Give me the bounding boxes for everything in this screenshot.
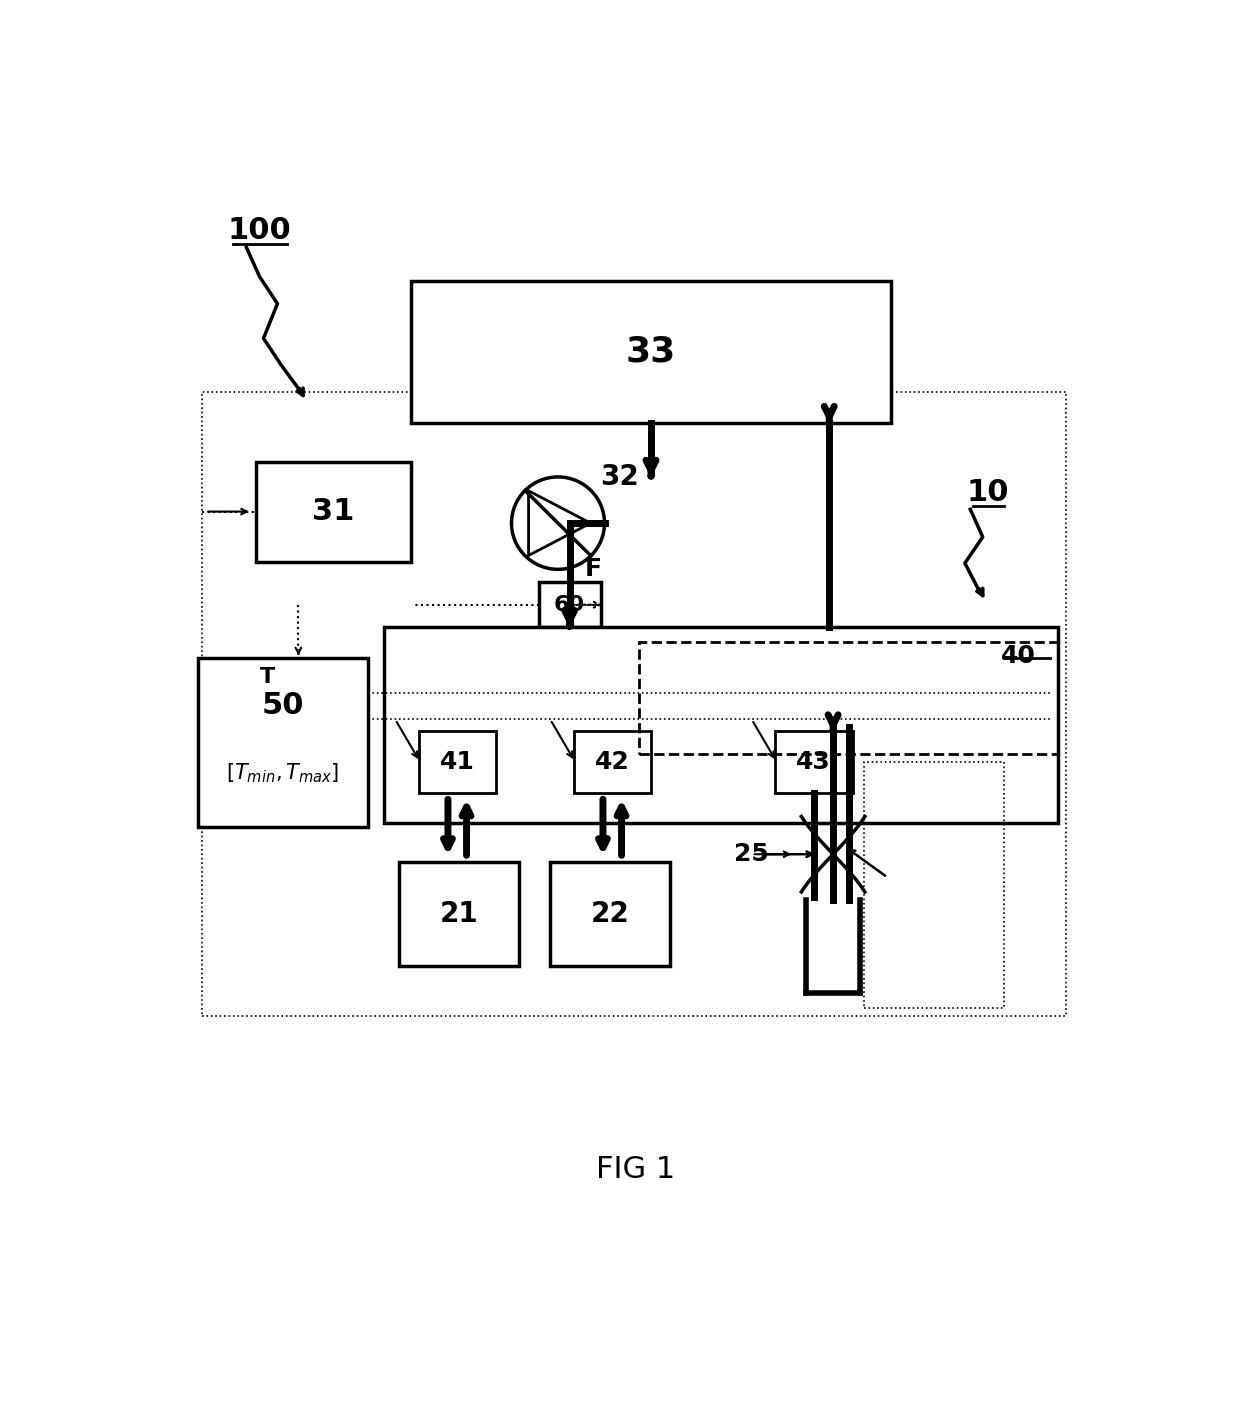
Bar xyxy=(538,582,600,626)
Bar xyxy=(197,658,368,828)
Bar xyxy=(201,392,1065,1016)
Text: 50: 50 xyxy=(262,691,304,719)
Bar xyxy=(864,762,1003,1009)
Text: 43: 43 xyxy=(796,749,831,773)
Text: FIG 1: FIG 1 xyxy=(596,1156,675,1184)
Text: 41: 41 xyxy=(440,749,475,773)
Text: 33: 33 xyxy=(626,335,676,368)
Text: 22: 22 xyxy=(591,900,630,928)
Bar xyxy=(399,862,520,966)
Bar xyxy=(551,862,671,966)
Text: 100: 100 xyxy=(228,215,291,245)
Text: $[T_{min}, T_{max}]$: $[T_{min}, T_{max}]$ xyxy=(226,761,340,785)
Text: 60: 60 xyxy=(554,595,585,615)
Text: 32: 32 xyxy=(600,462,640,491)
Bar xyxy=(383,626,1058,823)
Bar xyxy=(419,731,496,792)
Bar xyxy=(410,281,892,422)
Text: T: T xyxy=(260,668,275,688)
Text: 10: 10 xyxy=(967,478,1009,507)
Bar xyxy=(573,731,651,792)
Text: 21: 21 xyxy=(440,900,479,928)
Text: F: F xyxy=(585,558,603,581)
Text: 25: 25 xyxy=(734,842,769,866)
Bar xyxy=(255,461,410,562)
Text: 31: 31 xyxy=(312,497,355,527)
Bar xyxy=(775,731,853,792)
Text: 40: 40 xyxy=(1002,644,1037,668)
Bar xyxy=(640,642,1058,753)
Text: 42: 42 xyxy=(595,749,630,773)
